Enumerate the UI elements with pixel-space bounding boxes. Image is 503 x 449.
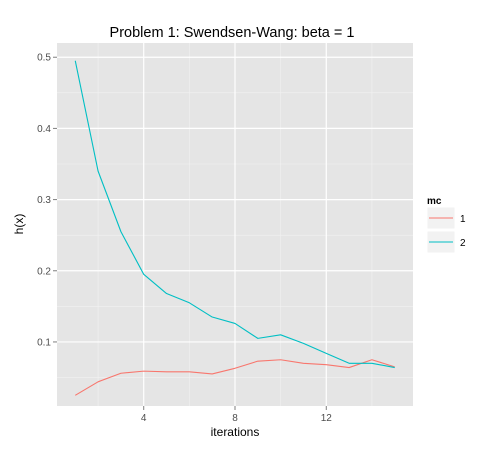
legend-label-1: 1 (460, 214, 466, 225)
x-axis: 4 8 12 (141, 406, 332, 424)
legend-items: 12 (426, 206, 466, 254)
y-axis: 0.1 0.2 0.3 0.4 0.5 (37, 53, 57, 348)
y-axis-title: h(x) (12, 214, 26, 235)
x-tick-label-1: 8 (232, 413, 238, 424)
y-tick-label-2: 0.3 (37, 195, 51, 206)
legend-label-2: 2 (460, 238, 466, 249)
y-tick-label-1: 0.2 (37, 266, 51, 277)
x-tick-label-2: 12 (321, 413, 333, 424)
series-line-2 (74, 60, 395, 369)
x-axis-title: iterations (211, 425, 260, 439)
series-layer (74, 60, 395, 396)
x-tick-label-0: 4 (141, 413, 147, 424)
y-tick-label-4: 0.5 (37, 53, 51, 64)
series-line-1 (74, 359, 395, 396)
legend: mc 12 (426, 196, 466, 254)
y-tick-label-0: 0.1 (37, 337, 51, 348)
chart-title: Problem 1: Swendsen-Wang: beta = 1 (110, 25, 355, 41)
y-tick-label-3: 0.4 (37, 124, 51, 135)
legend-title: mc (427, 196, 442, 207)
major-gridlines (57, 43, 413, 406)
